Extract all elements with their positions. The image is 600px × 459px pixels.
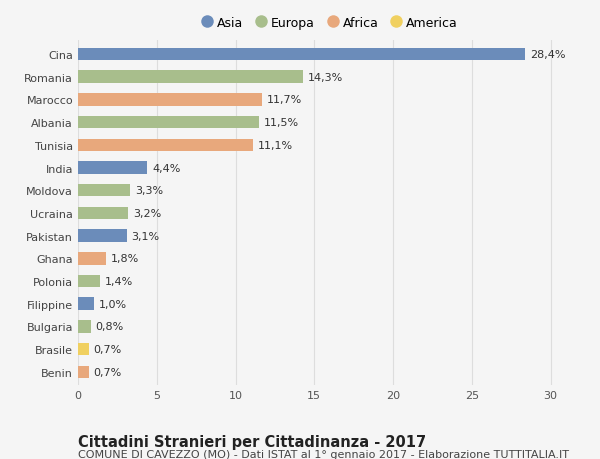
Text: 4,4%: 4,4% — [152, 163, 181, 173]
Text: 28,4%: 28,4% — [530, 50, 566, 60]
Text: 0,7%: 0,7% — [94, 367, 122, 377]
Bar — [78, 230, 127, 242]
Bar — [78, 252, 106, 265]
Text: 1,8%: 1,8% — [111, 254, 139, 264]
Text: COMUNE DI CAVEZZO (MO) - Dati ISTAT al 1° gennaio 2017 - Elaborazione TUTTITALIA: COMUNE DI CAVEZZO (MO) - Dati ISTAT al 1… — [78, 449, 569, 459]
Text: Cittadini Stranieri per Cittadinanza - 2017: Cittadini Stranieri per Cittadinanza - 2… — [78, 434, 426, 449]
Text: 3,2%: 3,2% — [133, 208, 161, 218]
Text: 3,1%: 3,1% — [131, 231, 160, 241]
Bar — [78, 162, 148, 174]
Bar — [78, 298, 94, 310]
Text: 3,3%: 3,3% — [134, 186, 163, 196]
Bar — [78, 320, 91, 333]
Text: 14,3%: 14,3% — [308, 73, 343, 83]
Legend: Asia, Europa, Africa, America: Asia, Europa, Africa, America — [199, 13, 461, 34]
Bar — [78, 207, 128, 220]
Bar — [78, 94, 262, 106]
Text: 11,1%: 11,1% — [257, 140, 293, 151]
Bar — [78, 71, 303, 84]
Bar — [78, 139, 253, 152]
Bar — [78, 366, 89, 378]
Text: 0,8%: 0,8% — [95, 322, 124, 332]
Bar — [78, 343, 89, 356]
Text: 0,7%: 0,7% — [94, 344, 122, 354]
Text: 11,5%: 11,5% — [264, 118, 299, 128]
Bar — [78, 117, 259, 129]
Text: 1,4%: 1,4% — [105, 276, 133, 286]
Bar — [78, 275, 100, 288]
Bar — [78, 49, 526, 61]
Text: 11,7%: 11,7% — [267, 95, 302, 105]
Text: 1,0%: 1,0% — [98, 299, 127, 309]
Bar — [78, 185, 130, 197]
